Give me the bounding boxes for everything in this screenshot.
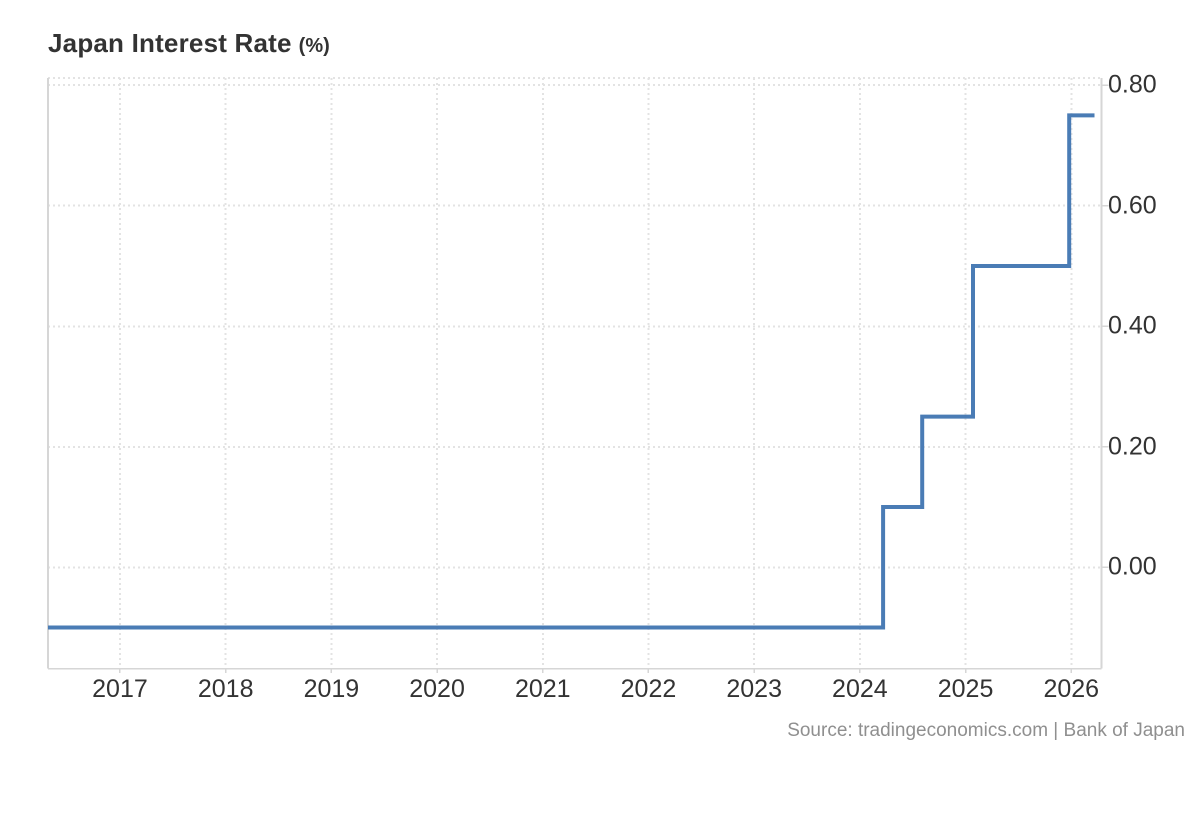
y-tick-label: 0.20 bbox=[1108, 432, 1157, 461]
y-tick-label: 0.00 bbox=[1108, 552, 1157, 581]
x-tick-label: 2020 bbox=[409, 675, 465, 703]
x-tick-label: 2021 bbox=[514, 675, 571, 703]
chart-title-unit: (%) bbox=[298, 35, 330, 57]
x-tick-label: 2024 bbox=[832, 675, 888, 703]
x-tick-label: 2017 bbox=[92, 675, 148, 703]
y-tick-label: 0.80 bbox=[1108, 70, 1157, 99]
x-tick-label: 2022 bbox=[620, 675, 677, 703]
source-attribution: Source: tradingeconomics.com | Bank of J… bbox=[787, 720, 1185, 741]
x-tick-label: 2018 bbox=[197, 675, 254, 703]
chart-title-text: Japan Interest Rate bbox=[48, 28, 292, 58]
series-line[interactable] bbox=[48, 113, 1095, 630]
x-tick-label: 2019 bbox=[303, 675, 360, 703]
x-tick-label: 2023 bbox=[726, 675, 782, 703]
y-tick-label: 0.40 bbox=[1108, 311, 1157, 340]
x-tick-label: 2025 bbox=[937, 675, 994, 703]
chart-title: Japan Interest Rate (%) bbox=[48, 28, 330, 59]
y-tick-label: 0.60 bbox=[1108, 191, 1157, 220]
x-tick-label: 2026 bbox=[1043, 675, 1100, 703]
